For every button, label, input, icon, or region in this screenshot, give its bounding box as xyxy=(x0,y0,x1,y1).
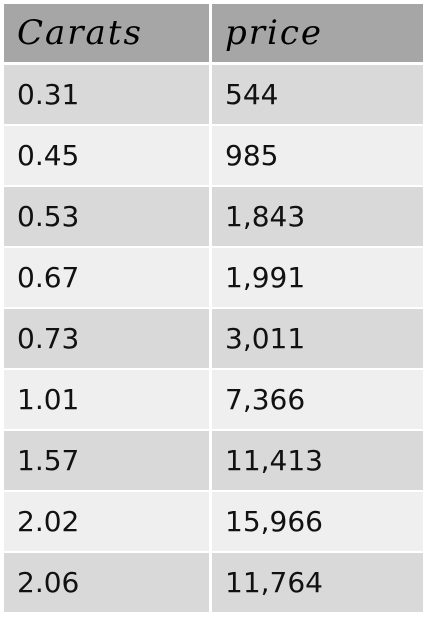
price-cell: 544 xyxy=(212,65,423,126)
price-cell: 1,843 xyxy=(212,187,423,248)
carats-cell: 2.02 xyxy=(4,492,212,553)
table-header-row: Carats price xyxy=(4,4,423,65)
carats-cell: 2.06 xyxy=(4,553,212,614)
carats-cell: 1.01 xyxy=(4,370,212,431)
table-row: 2.02 15,966 xyxy=(4,492,423,553)
price-cell: 7,366 xyxy=(212,370,423,431)
price-cell: 11,413 xyxy=(212,431,423,492)
carats-cell: 0.53 xyxy=(4,187,212,248)
table-row: 0.45 985 xyxy=(4,126,423,187)
carats-cell: 0.45 xyxy=(4,126,212,187)
data-table: Carats price 0.31 544 0.45 985 0.53 1,84… xyxy=(4,4,423,614)
carats-cell: 1.57 xyxy=(4,431,212,492)
carats-cell: 0.73 xyxy=(4,309,212,370)
table-row: 1.57 11,413 xyxy=(4,431,423,492)
price-cell: 1,991 xyxy=(212,248,423,309)
price-cell: 985 xyxy=(212,126,423,187)
header-carats: Carats xyxy=(4,4,212,62)
price-cell: 3,011 xyxy=(212,309,423,370)
carats-cell: 0.31 xyxy=(4,65,212,126)
table-row: 0.67 1,991 xyxy=(4,248,423,309)
table-row: 0.73 3,011 xyxy=(4,309,423,370)
table-row: 1.01 7,366 xyxy=(4,370,423,431)
header-price: price xyxy=(212,4,423,62)
table-row: 0.53 1,843 xyxy=(4,187,423,248)
price-cell: 15,966 xyxy=(212,492,423,553)
price-cell: 11,764 xyxy=(212,553,423,614)
table-row: 2.06 11,764 xyxy=(4,553,423,614)
carats-cell: 0.67 xyxy=(4,248,212,309)
table-row: 0.31 544 xyxy=(4,65,423,126)
